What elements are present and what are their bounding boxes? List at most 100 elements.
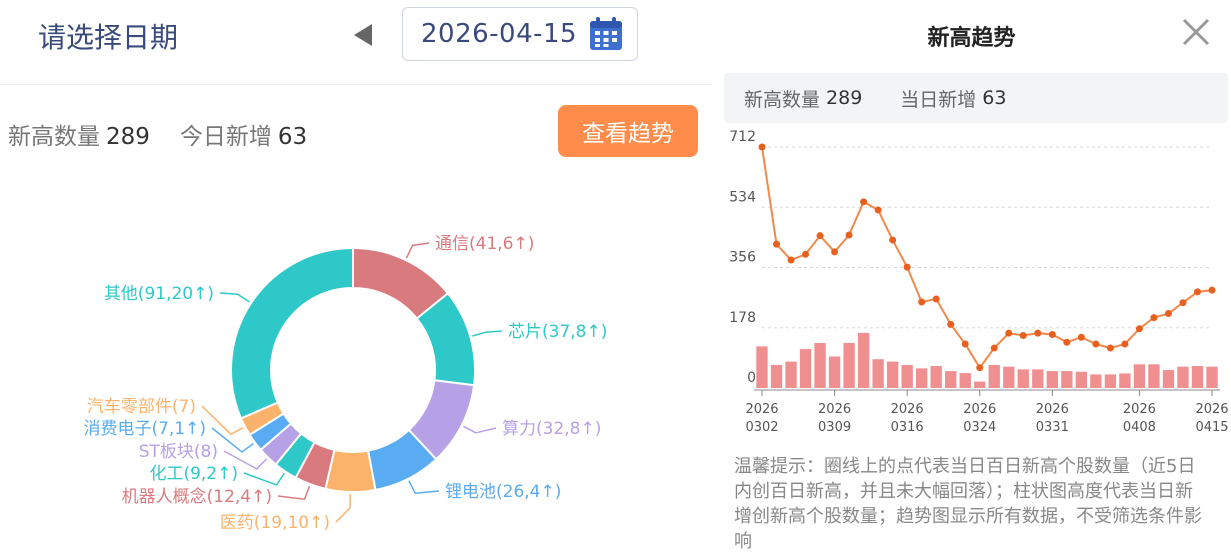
high-count-point[interactable] <box>1077 333 1085 341</box>
triangle-left-icon[interactable] <box>348 20 378 50</box>
x-tick-year: 2026 <box>1195 402 1228 417</box>
high-count-point[interactable] <box>889 236 897 244</box>
new-count-bar[interactable] <box>886 361 899 388</box>
new-count-bar[interactable] <box>916 368 928 388</box>
new-count-bar[interactable] <box>1119 373 1131 388</box>
new-count-bar[interactable] <box>1206 366 1218 388</box>
high-count-point[interactable] <box>1164 310 1172 318</box>
high-count-point[interactable] <box>947 320 955 328</box>
high-count-point[interactable] <box>918 298 926 306</box>
high-count-point[interactable] <box>1092 340 1100 348</box>
high-count-point[interactable] <box>1179 299 1187 307</box>
new-count-bar[interactable] <box>974 381 986 388</box>
new-count-bar[interactable] <box>959 373 971 388</box>
divider <box>0 84 712 85</box>
donut-label: 其他(91,20↑) <box>104 284 214 304</box>
new-count-bar[interactable] <box>843 342 855 388</box>
new-count-bar[interactable] <box>1177 366 1189 388</box>
x-tick-date: 0408 <box>1123 420 1156 435</box>
close-icon[interactable] <box>1180 16 1212 48</box>
new-count-bar[interactable] <box>1061 371 1073 388</box>
high-count-point[interactable] <box>1063 338 1071 346</box>
high-count-point[interactable] <box>802 250 810 258</box>
high-count-point[interactable] <box>1135 325 1143 333</box>
new-count-bar[interactable] <box>1046 371 1058 388</box>
high-count-point[interactable] <box>903 263 911 271</box>
new-count-bar[interactable] <box>1075 371 1088 388</box>
new-count-bar[interactable] <box>828 356 841 388</box>
label-leader-line <box>277 485 311 501</box>
new-count-bar[interactable] <box>945 371 957 388</box>
date-input[interactable]: 2026-04-15 <box>402 7 638 61</box>
high-count-point[interactable] <box>845 231 853 239</box>
high-count-point[interactable] <box>1193 288 1201 296</box>
high-count-point[interactable] <box>1106 344 1114 352</box>
high-count-point[interactable] <box>976 364 984 372</box>
high-count-point[interactable] <box>961 340 969 348</box>
high-count-line <box>761 146 1213 370</box>
high-count-point[interactable] <box>773 240 781 248</box>
new-count-bar[interactable] <box>1104 374 1117 388</box>
high-count-point[interactable] <box>831 248 839 256</box>
high-count-point[interactable] <box>1048 331 1056 339</box>
new-count-bar[interactable] <box>1191 365 1204 388</box>
x-tick-date: 0415 <box>1195 420 1228 435</box>
x-tick-date: 0309 <box>818 420 851 435</box>
new-count-bar[interactable] <box>1032 369 1044 388</box>
label-leader-line <box>405 242 430 259</box>
high-count-point[interactable] <box>874 206 882 214</box>
x-tick-date: 0331 <box>1036 420 1069 435</box>
high-count-point[interactable] <box>816 232 824 240</box>
high-count-point[interactable] <box>990 344 998 352</box>
new-count-bar[interactable] <box>1017 369 1029 388</box>
sector-donut-chart: 通信(41,6↑) 芯片(37,8↑) 算力(32,8↑) 锂电池(26,4↑) 医药(… <box>83 234 607 533</box>
high-count-point[interactable] <box>1005 329 1013 337</box>
y-tick-label: 0 <box>747 370 756 386</box>
high-count-point[interactable] <box>1208 286 1216 294</box>
label-leader-line <box>408 480 440 494</box>
high-count-point[interactable] <box>860 198 868 206</box>
new-count-bar[interactable] <box>756 346 768 388</box>
trend-chart: 712 534 356 178 0 2026 0302 2026 0309 2026 0316 202… <box>729 130 1228 435</box>
donut-label: 化工(9,2↑) <box>149 464 238 484</box>
high-count-point[interactable] <box>787 256 795 264</box>
x-tick-date: 0316 <box>891 420 924 435</box>
label-leader-line <box>243 472 285 486</box>
new-count-bar[interactable] <box>988 364 1000 388</box>
label-leader-line <box>463 425 497 434</box>
label-leader-line <box>472 330 503 337</box>
trend-panel: 新高趋势 新高数量 289 当日新增 63 712 534 356 178 0 2026 0302… <box>712 0 1231 553</box>
donut-label: 锂电池(26,4↑) <box>445 482 561 502</box>
high-count-point[interactable] <box>932 295 940 303</box>
new-count-bar[interactable] <box>872 359 884 388</box>
count-label: 新高数量 <box>8 124 100 150</box>
new-count-bar[interactable] <box>1090 374 1102 388</box>
new-count-bar[interactable] <box>1133 364 1146 388</box>
new-count-bar[interactable] <box>1148 364 1160 388</box>
new-count-bar[interactable] <box>770 364 783 388</box>
high-count-point[interactable] <box>1121 340 1129 348</box>
new-count-bar[interactable] <box>930 365 942 388</box>
high-count-point[interactable] <box>1150 314 1158 322</box>
view-trend-button[interactable]: 查看趋势 <box>558 105 698 157</box>
label-leader-line <box>211 427 254 453</box>
high-count-point[interactable] <box>1019 332 1027 340</box>
x-tick-year: 2026 <box>745 402 778 417</box>
donut-label: 汽车零部件(7) <box>87 397 196 417</box>
calendar-icon[interactable] <box>587 15 625 53</box>
panel-stats: 新高数量 289 当日新增 63 <box>724 73 1228 123</box>
new-count-bar[interactable] <box>1162 370 1175 388</box>
new-count-bar[interactable] <box>857 332 870 388</box>
new-count-bar[interactable] <box>814 342 826 388</box>
high-count-point[interactable] <box>1034 329 1042 337</box>
x-tick-year: 2026 <box>963 402 996 417</box>
label-leader-line <box>335 493 352 523</box>
new-count-bar[interactable] <box>785 361 797 388</box>
new-count-bar[interactable] <box>1003 366 1015 388</box>
new-count-bar[interactable] <box>799 349 812 388</box>
new-count-bar[interactable] <box>901 364 913 388</box>
donut-slice[interactable] <box>230 246 354 420</box>
date-value: 2026-04-15 <box>421 19 578 49</box>
donut-label: 算力(32,8↑) <box>502 419 601 439</box>
high-count-point[interactable] <box>758 143 766 151</box>
